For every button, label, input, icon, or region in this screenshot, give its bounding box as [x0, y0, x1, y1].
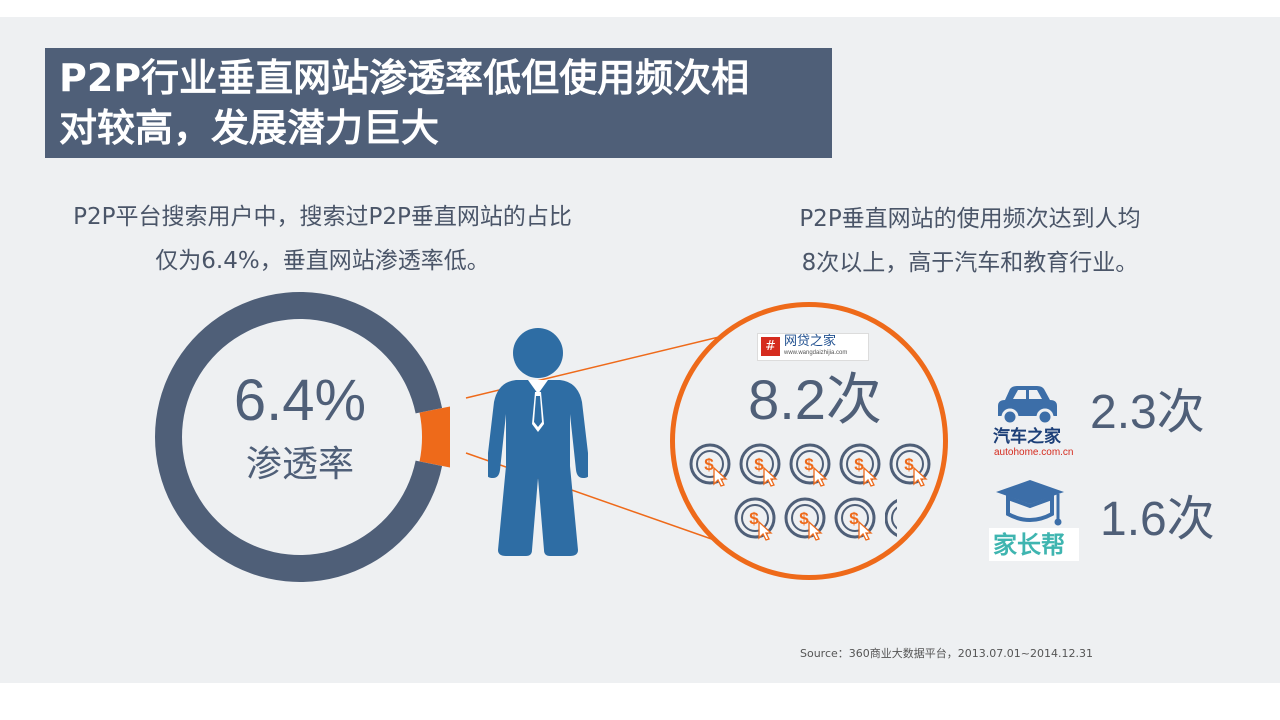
donut-value: 6.4% — [233, 368, 367, 433]
donut-slice-vertical-sites — [419, 406, 450, 468]
right-caption-line-2: 8次以上，高于汽车和教育行业。 — [801, 250, 1139, 276]
coin-icon: $ — [834, 497, 876, 541]
donut-label: 渗透率 — [245, 444, 354, 485]
svg-text:$: $ — [804, 455, 814, 474]
jiazhangbang-name: 家长帮 — [993, 531, 1065, 559]
car-icon — [998, 386, 1057, 426]
coin-icon: $ — [889, 443, 931, 487]
penetration-donut-chart — [155, 292, 450, 582]
svg-text:$: $ — [704, 455, 714, 474]
businessman-icon — [488, 328, 588, 556]
left-caption-line-2: 仅为6.4%，垂直网站渗透率低。 — [155, 248, 490, 274]
autohome-name: 汽车之家 — [993, 427, 1061, 447]
wangdaizhijia-url: www.wangdaizhijia.com — [784, 350, 848, 356]
coin-icon: $ — [739, 443, 781, 487]
wangdaizhijia-logo: # 网贷之家 www.wangdaizhijia.com — [757, 333, 869, 361]
autohome-frequency-value: 2.3次 — [1090, 386, 1205, 439]
title-line-2: 对较高，发展潜力巨大 — [59, 106, 440, 150]
source-note: Source：360商业大数据平台，2013.07.01~2014.12.31 — [800, 647, 1093, 660]
coin-icon: $ — [784, 497, 826, 541]
jiazhangbang-logo: 家长帮 — [989, 528, 1079, 561]
autohome-url: autohome.com.cn — [994, 447, 1074, 458]
svg-text:$: $ — [849, 509, 859, 528]
svg-text:$: $ — [754, 455, 764, 474]
svg-text:$: $ — [749, 509, 759, 528]
wangdaizhijia-name: 网贷之家 — [784, 334, 837, 349]
wangdaizhijia-logo-mark: # — [761, 337, 780, 356]
jiazhangbang-frequency-value: 1.6次 — [1100, 493, 1215, 546]
svg-text:$: $ — [799, 509, 809, 528]
p2p-frequency-value: 8.2次 — [748, 368, 882, 431]
title-banner: P2P行业垂直网站渗透率低但使用频次相 对较高，发展潜力巨大 — [45, 48, 832, 158]
coin-icon: $ — [734, 497, 776, 541]
graduation-cap-icon — [996, 480, 1064, 526]
coin-icon: $ — [839, 443, 881, 487]
svg-text:$: $ — [904, 455, 914, 474]
title-line-1: P2P行业垂直网站渗透率低但使用频次相 — [59, 56, 750, 100]
svg-text:$: $ — [854, 455, 864, 474]
coin-icon: $ — [885, 499, 909, 537]
left-caption-line-1: P2P平台搜索用户中，搜索过P2P垂直网站的占比 — [73, 204, 572, 230]
coin-icon: $ — [689, 443, 731, 487]
right-caption-line-1: P2P垂直网站的使用频次达到人均 — [799, 206, 1141, 232]
svg-text:$: $ — [899, 509, 909, 528]
coin-icon: $ — [789, 443, 831, 487]
